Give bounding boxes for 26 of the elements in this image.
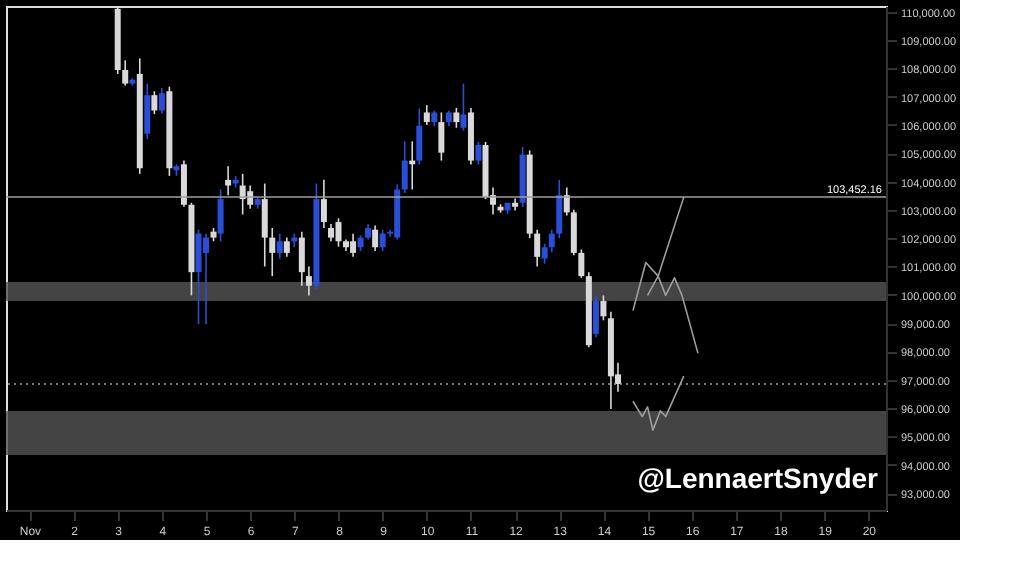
candlestick xyxy=(195,228,202,326)
candlestick xyxy=(401,140,408,194)
candlestick xyxy=(320,179,327,229)
candlestick xyxy=(592,294,599,339)
candlestick xyxy=(423,104,430,126)
candlestick xyxy=(416,107,423,166)
candlestick xyxy=(350,232,357,258)
annotation: @LennaertSnyder xyxy=(637,462,880,494)
candlestick xyxy=(335,217,342,248)
candlestick xyxy=(225,165,232,196)
candlestick xyxy=(460,82,467,132)
candlestick xyxy=(372,224,379,252)
candlestick xyxy=(203,232,210,326)
candlestick xyxy=(379,228,386,252)
candlestick xyxy=(151,90,158,115)
candlestick xyxy=(475,141,482,166)
candlestick xyxy=(298,230,305,287)
candlestick xyxy=(217,188,224,243)
candlestick xyxy=(261,182,268,268)
candlestick xyxy=(453,107,460,129)
candlestick xyxy=(144,82,151,140)
candlestick xyxy=(600,294,607,322)
candlestick xyxy=(158,87,165,115)
candlestick xyxy=(438,111,445,162)
candlestick xyxy=(283,236,290,258)
candlestick xyxy=(276,232,283,260)
